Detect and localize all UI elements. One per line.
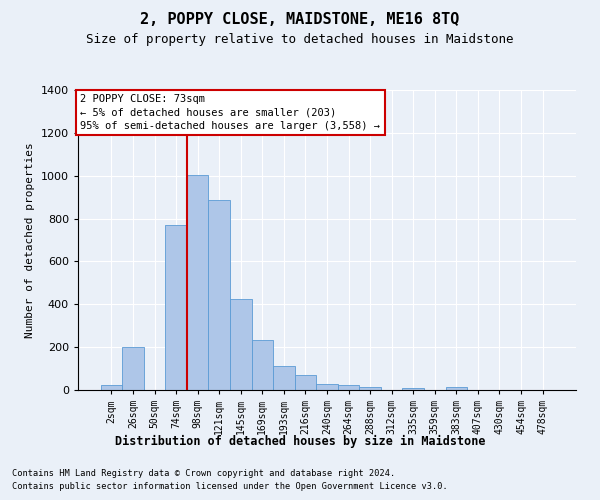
Text: 2, POPPY CLOSE, MAIDSTONE, ME16 8TQ: 2, POPPY CLOSE, MAIDSTONE, ME16 8TQ — [140, 12, 460, 28]
Text: Contains public sector information licensed under the Open Government Licence v3: Contains public sector information licen… — [12, 482, 448, 491]
Bar — [208, 200, 230, 390]
Bar — [122, 347, 144, 390]
Bar — [295, 375, 316, 390]
Bar — [230, 299, 251, 390]
Bar — [187, 174, 208, 390]
Bar — [403, 388, 424, 390]
Bar — [359, 388, 381, 390]
Bar — [316, 384, 338, 390]
Bar — [166, 225, 187, 390]
Bar — [273, 366, 295, 390]
Bar — [338, 386, 359, 390]
Y-axis label: Number of detached properties: Number of detached properties — [25, 142, 35, 338]
Text: Size of property relative to detached houses in Maidstone: Size of property relative to detached ho… — [86, 32, 514, 46]
Text: Distribution of detached houses by size in Maidstone: Distribution of detached houses by size … — [115, 435, 485, 448]
Text: 2 POPPY CLOSE: 73sqm
← 5% of detached houses are smaller (203)
95% of semi-detac: 2 POPPY CLOSE: 73sqm ← 5% of detached ho… — [80, 94, 380, 131]
Bar — [101, 384, 122, 390]
Text: Contains HM Land Registry data © Crown copyright and database right 2024.: Contains HM Land Registry data © Crown c… — [12, 468, 395, 477]
Bar — [446, 387, 467, 390]
Bar — [251, 340, 273, 390]
